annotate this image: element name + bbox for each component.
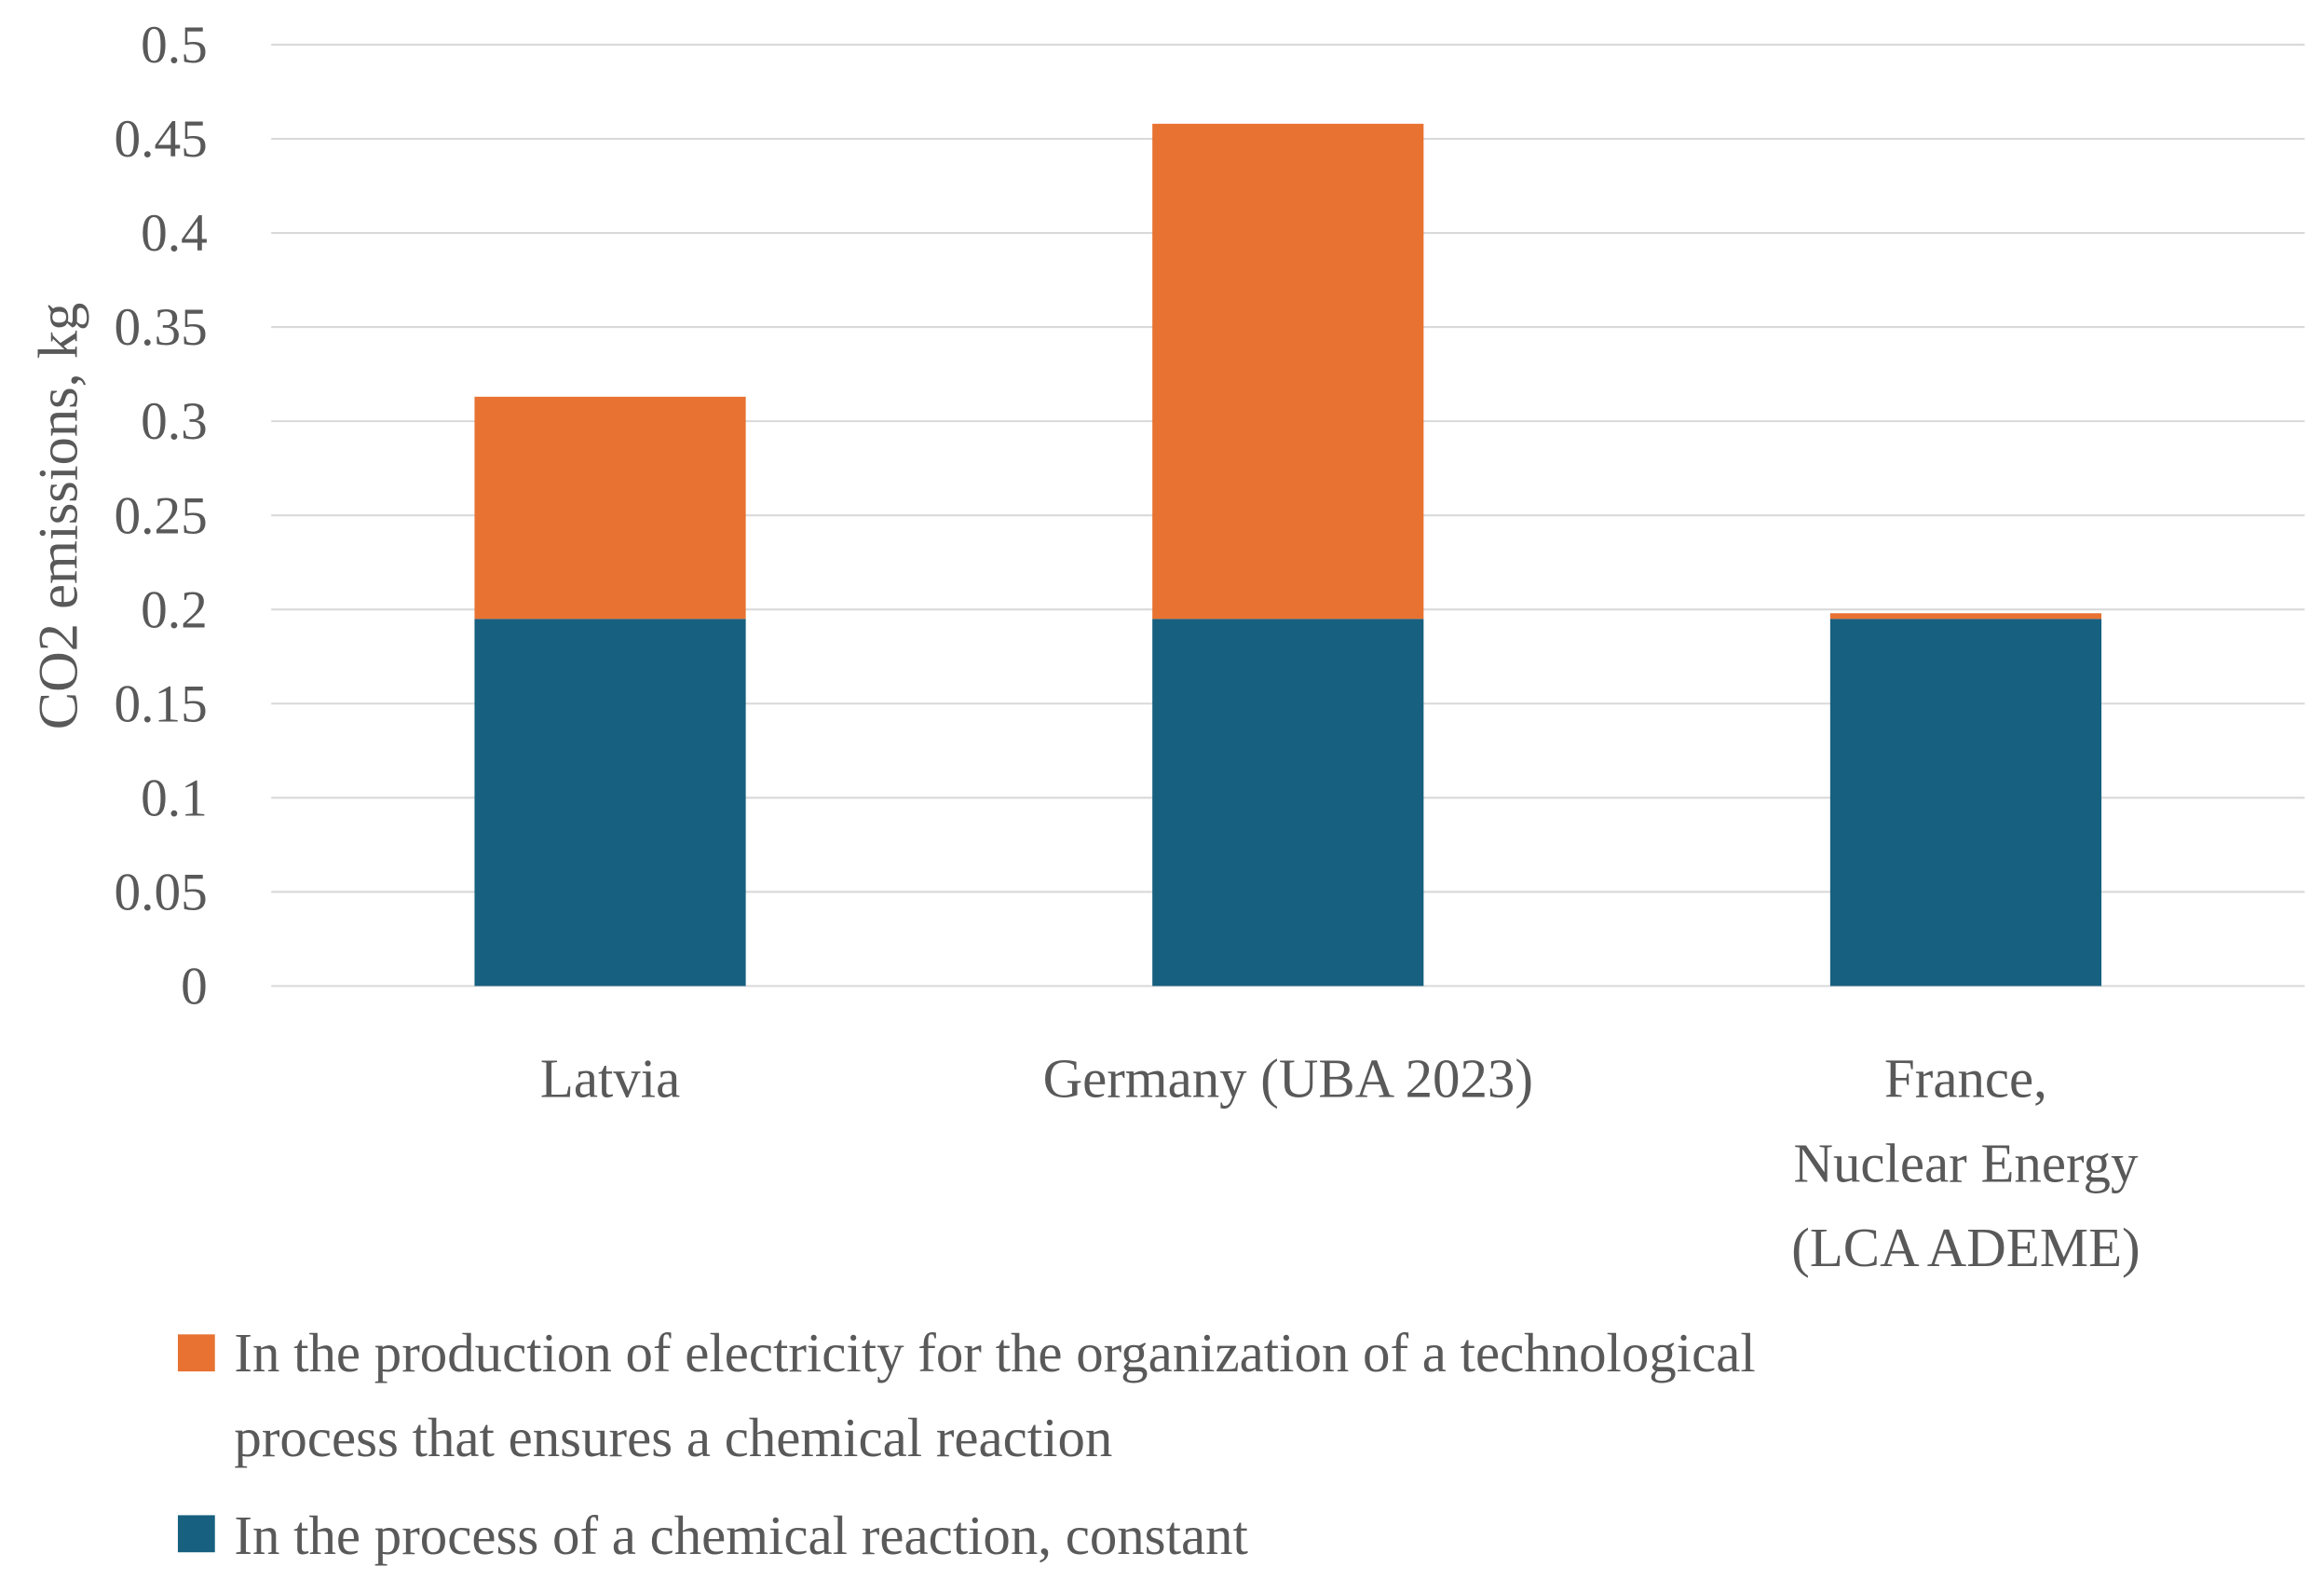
legend: In the production of electricity for the… xyxy=(177,1323,1756,1566)
y-tick-label: 0 xyxy=(181,957,208,1015)
bar-segment xyxy=(1829,613,2102,620)
y-axis-ticks: 0 0.05 0.1 0.15 0.2 0.25 0.3 0.35 0.4 0.45 0.5 xyxy=(115,16,208,1015)
y-tick-label: 0.35 xyxy=(115,298,208,357)
x-category-label: (LCA ADEME) xyxy=(1791,1218,2140,1278)
y-tick-label: 0.05 xyxy=(115,863,208,921)
bar-segment xyxy=(1152,123,1424,620)
y-tick-label: 0.15 xyxy=(115,674,208,733)
x-category-label: Germany (UBA 2023) xyxy=(1043,1049,1533,1110)
y-tick-label: 0.3 xyxy=(141,392,208,451)
x-category-label: France, xyxy=(1884,1049,2047,1110)
x-axis-labels: Latvia Germany (UBA 2023) France, Nuclear E… xyxy=(540,1049,2141,1278)
legend-swatch xyxy=(177,1334,215,1372)
x-category-label: Nuclear Energy xyxy=(1794,1133,2139,1193)
legend-swatch xyxy=(177,1515,215,1553)
bar-segment xyxy=(1152,619,1424,987)
bar-segment xyxy=(474,619,746,987)
legend-label: process that ensures a chemical reaction xyxy=(234,1408,1112,1468)
y-tick-label: 0.5 xyxy=(141,16,208,75)
y-tick-label: 0.45 xyxy=(115,110,208,169)
y-tick-label: 0.2 xyxy=(141,580,208,639)
bar-segment xyxy=(474,396,746,620)
x-category-label: Latvia xyxy=(540,1049,680,1110)
y-tick-label: 0.1 xyxy=(141,769,208,827)
y-tick-label: 0.25 xyxy=(115,486,208,545)
legend-label: In the process of a chemical reaction, c… xyxy=(234,1505,1248,1566)
legend-label: In the production of electricity for the… xyxy=(234,1323,1755,1383)
y-axis-label: CO2 emissions, kg xyxy=(28,303,90,729)
y-tick-label: 0.4 xyxy=(141,204,208,263)
bars xyxy=(474,123,2102,987)
bar-segment xyxy=(1829,619,2102,987)
